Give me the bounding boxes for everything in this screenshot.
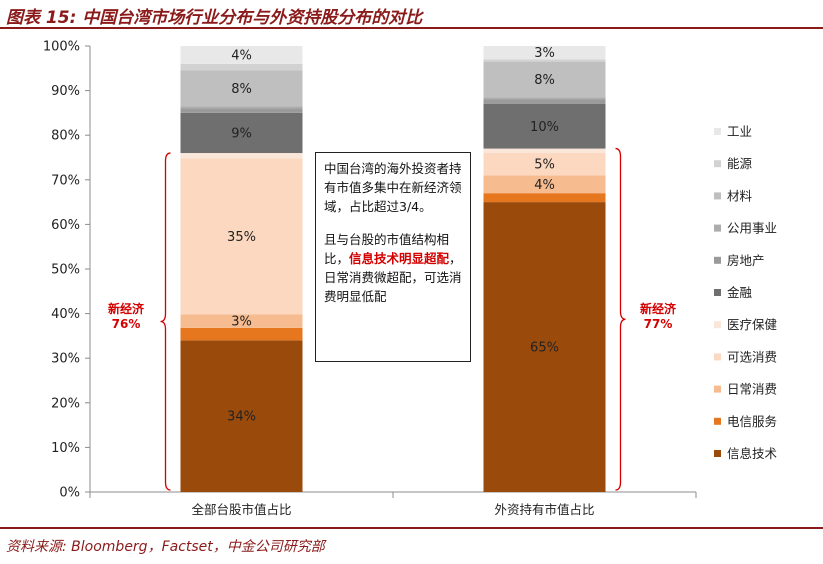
bar-segment [483,193,606,203]
data-label: 35% [227,230,256,245]
legend-label: 医疗保健 [727,317,778,332]
category-label: 外资持有市值占比 [494,502,594,517]
callout-box: 中国台湾的海外投资者持有市值多集中在新经济领域，占比超过3/4。 且与台股的市值… [315,152,471,362]
bar-segment [483,153,606,176]
y-tick-label: 90% [51,84,80,99]
callout-para-2-pre: 且与台股的市值结构相比， [324,232,450,266]
data-label: 3% [534,46,555,61]
data-label: 10% [530,120,559,135]
legend-swatch [714,160,721,168]
bar-segment [180,153,303,159]
new-economy-value-right: 77% [643,317,673,331]
callout-para-2: 且与台股的市值结构相比，信息技术明显超配，日常消费微超配，可选消费明显低配 [324,230,462,306]
new-economy-value-left: 76% [111,317,141,331]
bar-segment [180,112,303,154]
legend-swatch [714,417,721,425]
legend-swatch [714,353,721,361]
legend-swatch [714,321,721,329]
y-tick-label: 50% [51,263,80,278]
y-tick-label: 70% [51,173,80,188]
bar-segment [483,175,606,194]
bar-segment [180,106,303,109]
legend-swatch [714,224,721,232]
callout-highlight: 信息技术明显超配 [349,251,450,266]
bar-segment [180,327,303,341]
data-label: 4% [534,178,555,193]
legend-label: 电信服务 [727,414,777,429]
y-tick-label: 60% [51,218,80,233]
bar-segment [180,108,303,113]
new-economy-text-left: 新经济 [107,302,144,316]
bar-segment [180,314,303,328]
legend-swatch [714,128,721,135]
footer-rule [0,527,823,529]
y-tick-label: 80% [51,129,80,144]
legend-label: 可选消费 [727,349,777,364]
bar-segment [180,46,303,64]
category-label: 全部台股市值占比 [191,502,291,517]
new-economy-label-left: 新经济 76% [96,302,156,332]
legend-swatch [714,192,721,200]
data-label: 8% [534,73,555,88]
new-economy-brace-left [160,152,171,491]
source-note: 资料来源: Bloomberg，Factset，中金公司研究部 [6,539,325,555]
data-label: 34% [227,410,256,425]
legend-label: 工业 [727,124,752,139]
new-economy-text-right: 新经济 [639,302,676,316]
bar-segment [483,202,606,492]
bar-segment [180,158,303,315]
data-label: 9% [231,126,252,141]
bar-segment [483,46,606,60]
callout-para-1: 中国台湾的海外投资者持有市值多集中在新经济领域，占比超过3/4。 [324,161,462,214]
bar-segment [483,59,606,62]
data-label: 5% [534,158,555,173]
bar-segment [180,63,303,71]
legend-label: 房地产 [727,253,765,268]
bar-segment [180,70,303,107]
legend-label: 材料 [727,188,753,203]
bar-segment [180,340,303,492]
bar-segment [483,103,606,149]
new-economy-label-right: 新经济 77% [628,302,688,332]
bar-segment [483,99,606,104]
y-tick-label: 100% [43,40,80,55]
bar-segment [483,148,606,154]
callout-para-2-post: ，日常消费微超配，可选消费明显低配 [324,251,462,304]
legend-swatch [714,256,721,264]
data-label: 3% [231,315,252,330]
data-label: 4% [231,48,252,63]
legend-swatch [714,450,721,457]
new-economy-brace-right [615,147,626,491]
data-label: 65% [530,341,559,356]
y-tick-label: 10% [51,441,80,456]
data-label: 8% [231,82,252,97]
legend-label: 日常消费 [727,382,777,397]
y-tick-label: 30% [51,352,80,367]
title-rule [0,27,823,29]
y-tick-label: 20% [51,396,80,411]
bar-segment [483,97,606,100]
figure-title: 图表 15: 中国台湾市场行业分布与外资持股分布的对比 [6,8,423,28]
legend-label: 信息技术 [727,446,778,461]
legend-label: 能源 [727,156,753,171]
y-tick-label: 40% [51,307,80,322]
legend-label: 公用事业 [727,221,777,236]
bar-segment [483,61,606,98]
legend-label: 金融 [727,285,753,300]
y-tick-label: 0% [59,486,80,501]
legend-swatch [714,385,721,393]
legend-swatch [714,289,721,296]
